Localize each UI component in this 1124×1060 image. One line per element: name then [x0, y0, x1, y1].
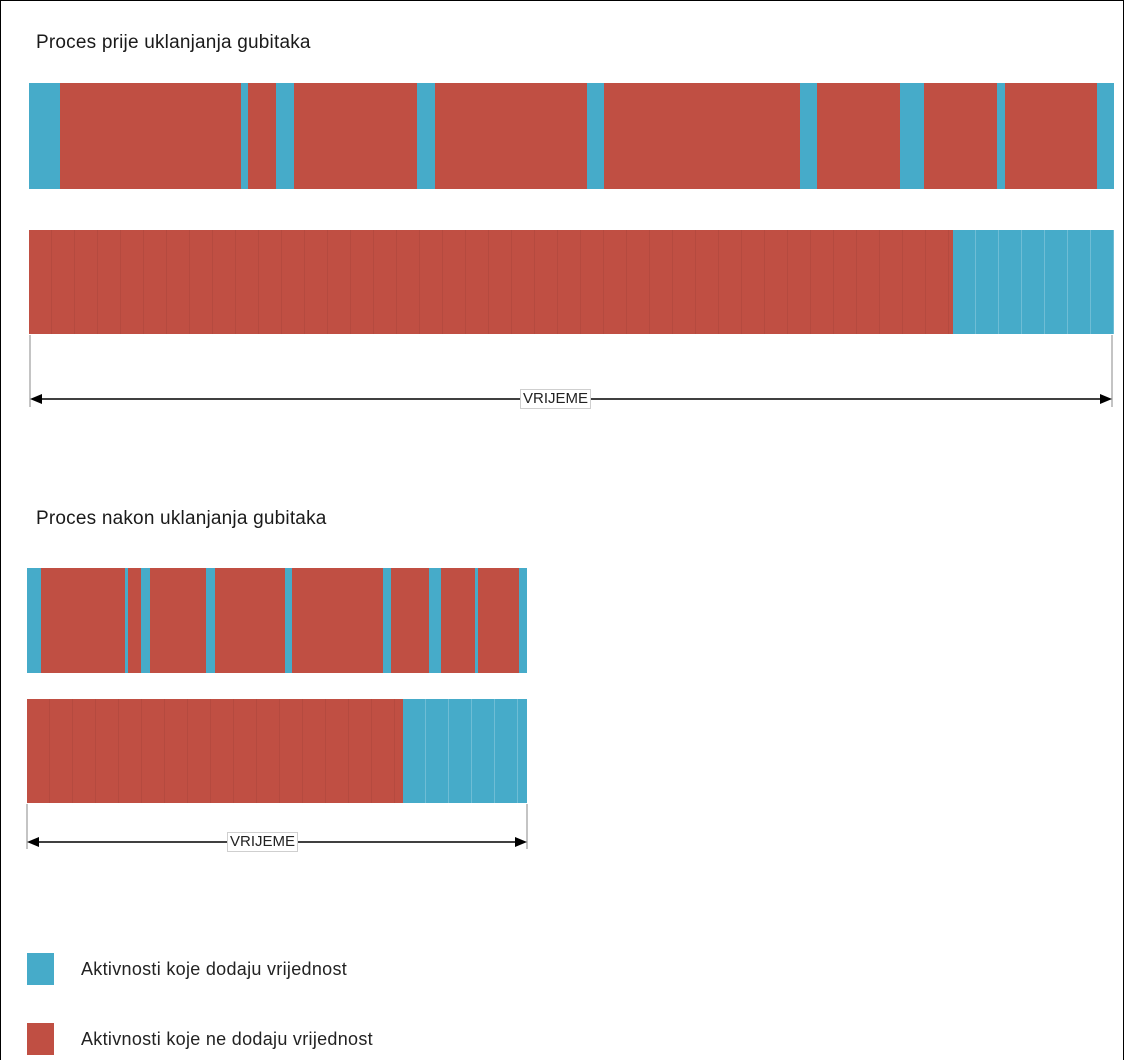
- after-time-label: VRIJEME: [227, 832, 299, 852]
- after-time-axis: [26, 804, 528, 849]
- non-value-added-segment: [816, 83, 901, 189]
- non-value-added-segment: [435, 83, 587, 189]
- value-added-segment: [997, 83, 1005, 189]
- after-grouped-bar: [27, 699, 527, 803]
- before-grouped-bar: [29, 230, 1114, 334]
- non-value-added-segment: [247, 83, 276, 189]
- value-added-segment: [953, 230, 1114, 334]
- non-value-added-segment: [293, 83, 418, 189]
- non-value-added-segment: [29, 230, 953, 334]
- value-added-segment: [900, 83, 925, 189]
- value-added-segment: [240, 83, 248, 189]
- non-value-added-segment: [215, 568, 285, 673]
- non-value-added-segment: [1004, 83, 1097, 189]
- non-value-added-segment: [477, 568, 519, 673]
- non-value-added-segment: [924, 83, 998, 189]
- value-added-segment: [383, 568, 392, 673]
- value-added-segment: [206, 568, 216, 673]
- non-value-added-segment: [441, 568, 475, 673]
- legend-swatch-non-value-added: [27, 1023, 54, 1055]
- non-value-added-segment: [127, 568, 141, 673]
- before-sequence-bar: [29, 83, 1114, 189]
- value-added-segment: [124, 568, 128, 673]
- value-added-segment: [29, 83, 61, 189]
- value-added-segment: [799, 83, 817, 189]
- legend-label-non-value-added: Aktivnosti koje ne dodaju vrijednost: [81, 1028, 373, 1049]
- value-added-segment: [474, 568, 478, 673]
- non-value-added-segment: [41, 568, 125, 673]
- legend-non-value-added: Aktivnosti koje ne dodaju vrijednost: [27, 1023, 373, 1055]
- legend-label-value-added: Aktivnosti koje dodaju vrijednost: [81, 958, 348, 979]
- non-value-added-segment: [60, 83, 241, 189]
- legend-value-added: Aktivnosti koje dodaju vrijednost: [27, 953, 347, 985]
- value-added-segment: [403, 699, 527, 803]
- value-added-segment: [429, 568, 442, 673]
- after-sequence-bar: [27, 568, 527, 673]
- value-added-segment: [284, 568, 292, 673]
- value-added-segment: [587, 83, 605, 189]
- value-added-segment: [518, 568, 527, 673]
- non-value-added-segment: [391, 568, 430, 673]
- before-time-label: VRIJEME: [520, 389, 592, 409]
- legend-swatch-value-added: [27, 953, 54, 985]
- non-value-added-segment: [291, 568, 384, 673]
- after-title: Proces nakon uklanjanja gubitaka: [36, 508, 327, 529]
- non-value-added-segment: [27, 699, 404, 803]
- non-value-added-segment: [149, 568, 207, 673]
- value-added-segment: [417, 83, 436, 189]
- value-added-segment: [140, 568, 150, 673]
- before-title: Proces prije uklanjanja gubitaka: [36, 32, 311, 53]
- value-added-segment: [1096, 83, 1114, 189]
- non-value-added-segment: [604, 83, 800, 189]
- value-added-segment: [27, 568, 42, 673]
- value-added-segment: [275, 83, 294, 189]
